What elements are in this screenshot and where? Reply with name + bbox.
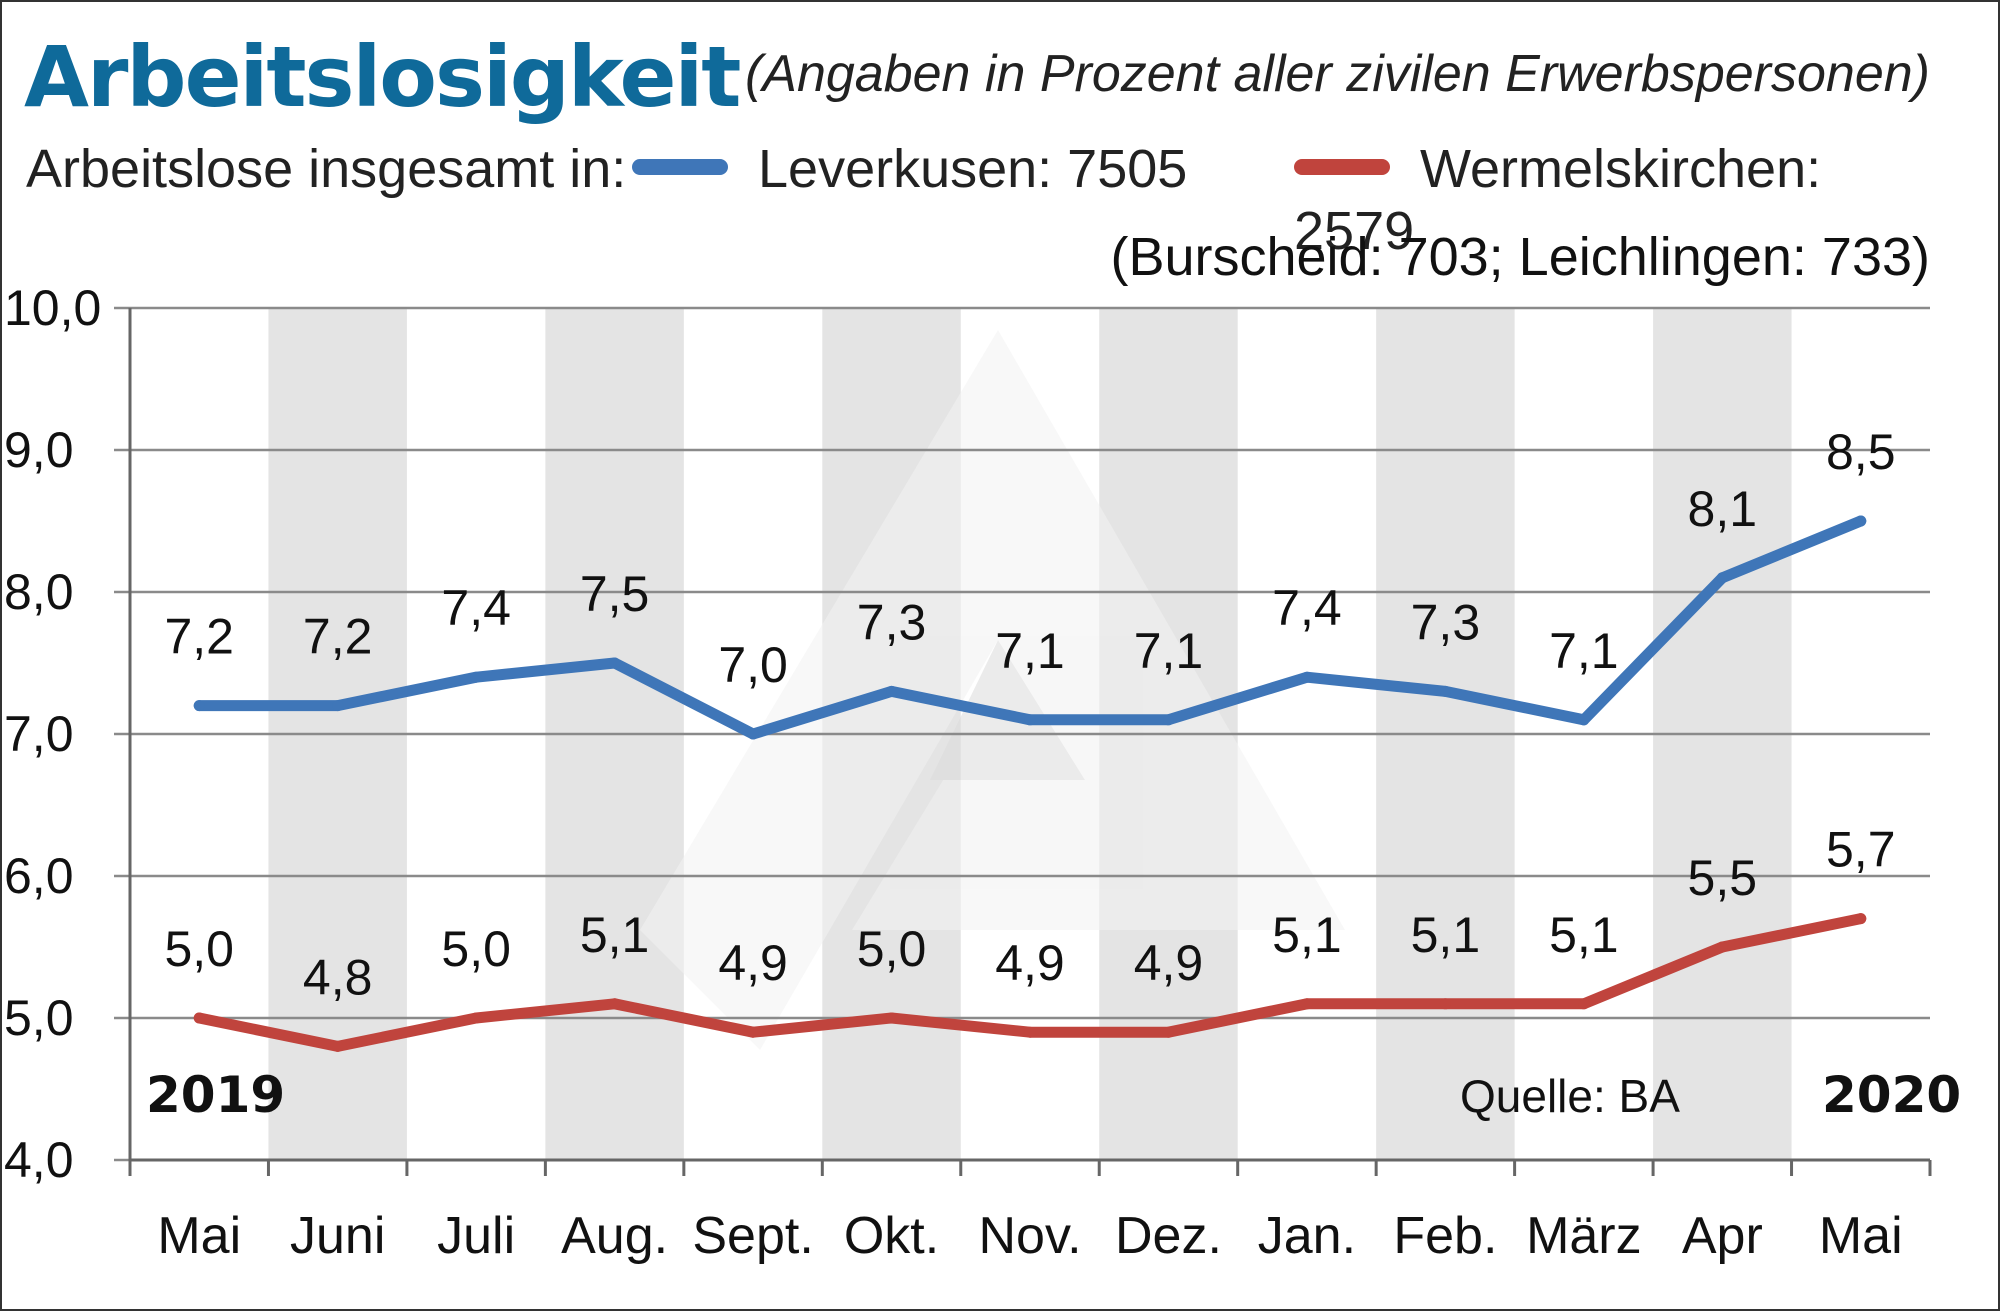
legend-item-wermelskirchen: Wermelskirchen: 2579 [1294, 138, 1930, 262]
y-tick-labels: 4,0 5,0 6,0 7,0 8,0 9,0 10,0 [4, 280, 101, 1188]
x-tick-label: Jan. [1258, 1207, 1356, 1265]
year-start-label: 2019 [146, 1066, 285, 1124]
data-point-leverkusen [886, 685, 898, 697]
x-tick-label: Mai [1819, 1207, 1903, 1265]
x-tick-label: Nov. [978, 1207, 1081, 1265]
legend-item-leverkusen: Leverkusen: 7505 [632, 138, 1187, 200]
data-point-leverkusen [1162, 714, 1174, 726]
source-label: Quelle: BA [1460, 1070, 1680, 1122]
data-point-wermelskirchen [1855, 913, 1867, 925]
data-label-leverkusen: 7,0 [718, 637, 788, 693]
data-label-wermelskirchen: 5,0 [441, 921, 511, 977]
legend: Arbeitslose insgesamt in: Leverkusen: 75… [26, 138, 1930, 261]
data-point-leverkusen [1578, 714, 1590, 726]
data-point-leverkusen [1024, 714, 1036, 726]
data-label-wermelskirchen: 4,9 [718, 935, 788, 991]
data-label-wermelskirchen: 5,0 [857, 921, 927, 977]
data-label-leverkusen: 8,1 [1688, 481, 1758, 537]
y-tick-label: 8,0 [4, 564, 74, 620]
data-label-leverkusen: 7,1 [1549, 623, 1619, 679]
x-tick-label: Mai [157, 1207, 241, 1265]
y-tick-label: 7,0 [4, 706, 74, 762]
watermark-triangle [640, 330, 1345, 1050]
data-label-wermelskirchen: 5,5 [1688, 850, 1758, 906]
x-tick-label: Juni [290, 1207, 385, 1265]
y-tick-label: 5,0 [4, 990, 74, 1046]
data-point-wermelskirchen [332, 1040, 344, 1052]
data-label-wermelskirchen: 4,9 [995, 935, 1065, 991]
x-tick-label: Apr [1682, 1207, 1763, 1265]
note-other-towns: (Burscheid: 703; Leichlingen: 733) [1110, 227, 1930, 287]
data-label-leverkusen: 7,1 [995, 623, 1065, 679]
data-label-leverkusen: 7,2 [303, 609, 373, 665]
data-point-leverkusen [470, 671, 482, 683]
x-tick-label: März [1526, 1207, 1642, 1265]
data-point-leverkusen [193, 700, 205, 712]
x-tick-label: Feb. [1393, 1207, 1497, 1265]
data-label-leverkusen: 7,4 [1272, 580, 1342, 636]
data-label-wermelskirchen: 5,0 [164, 921, 234, 977]
data-label-wermelskirchen: 5,1 [1411, 907, 1481, 963]
data-point-wermelskirchen [609, 998, 621, 1010]
data-point-leverkusen [332, 700, 344, 712]
data-point-wermelskirchen [193, 1012, 205, 1024]
year-end-label: 2020 [1822, 1066, 1961, 1124]
y-tick-label: 10,0 [4, 280, 101, 336]
data-point-leverkusen [1301, 671, 1313, 683]
data-label-leverkusen: 7,4 [441, 580, 511, 636]
chart-subtitle: (Angaben in Prozent aller zivilen Erwerb… [744, 45, 1930, 103]
data-label-leverkusen: 7,5 [580, 566, 650, 622]
data-point-wermelskirchen [1578, 998, 1590, 1010]
data-label-leverkusen: 7,2 [164, 609, 234, 665]
legend-label-wermelskirchen: Wermelskirchen: 2579 [1294, 139, 1822, 261]
data-point-wermelskirchen [886, 1012, 898, 1024]
data-label-leverkusen: 7,3 [857, 594, 927, 650]
data-label-wermelskirchen: 4,8 [303, 949, 373, 1005]
data-label-leverkusen: 7,1 [1134, 623, 1204, 679]
data-label-wermelskirchen: 5,1 [1549, 907, 1619, 963]
data-point-leverkusen [1439, 685, 1451, 697]
data-label-leverkusen: 8,5 [1826, 424, 1896, 480]
data-label-leverkusen: 7,3 [1411, 594, 1481, 650]
series-lines [193, 515, 1867, 1052]
legend-swatch-wermelskirchen [1294, 158, 1390, 175]
data-point-wermelskirchen [1162, 1026, 1174, 1038]
data-point-leverkusen [747, 728, 759, 740]
x-tick-label: Aug. [561, 1207, 668, 1265]
y-tick-label: 6,0 [4, 848, 74, 904]
data-point-leverkusen [1855, 515, 1867, 527]
data-point-wermelskirchen [1301, 998, 1313, 1010]
x-tick-label: Okt. [844, 1207, 939, 1265]
y-tick-label: 9,0 [4, 422, 74, 478]
x-tick-labels: Mai Juni Juli Aug. Sept. Okt. Nov. Dez. Jan. Feb.… [157, 1207, 1902, 1265]
x-tick-label: Sept. [692, 1207, 813, 1265]
data-point-wermelskirchen [1716, 941, 1728, 953]
data-label-wermelskirchen: 5,1 [580, 907, 650, 963]
data-label-wermelskirchen: 4,9 [1134, 935, 1204, 991]
data-point-wermelskirchen [470, 1012, 482, 1024]
data-label-wermelskirchen: 5,1 [1272, 907, 1342, 963]
chart-title: Arbeitslosigkeit [24, 28, 741, 126]
data-label-wermelskirchen: 5,7 [1826, 822, 1896, 878]
legend-prefix: Arbeitslose insgesamt in: [26, 139, 627, 199]
legend-label-leverkusen: Leverkusen: 7505 [758, 139, 1188, 199]
y-tick-label: 4,0 [4, 1132, 74, 1188]
x-tick-label: Dez. [1115, 1207, 1222, 1265]
data-point-leverkusen [609, 657, 621, 669]
data-point-wermelskirchen [1439, 998, 1451, 1010]
data-point-wermelskirchen [747, 1026, 759, 1038]
x-tick-label: Juli [437, 1207, 515, 1265]
legend-swatch-leverkusen [632, 158, 728, 175]
data-point-wermelskirchen [1024, 1026, 1036, 1038]
data-point-leverkusen [1716, 572, 1728, 584]
data-labels: 7,2 7,2 7,4 7,5 7,0 7,3 7,1 7,1 7,4 7,3 7,1 8,1 8,5 5… [164, 424, 1895, 1005]
axes [128, 308, 1932, 1176]
